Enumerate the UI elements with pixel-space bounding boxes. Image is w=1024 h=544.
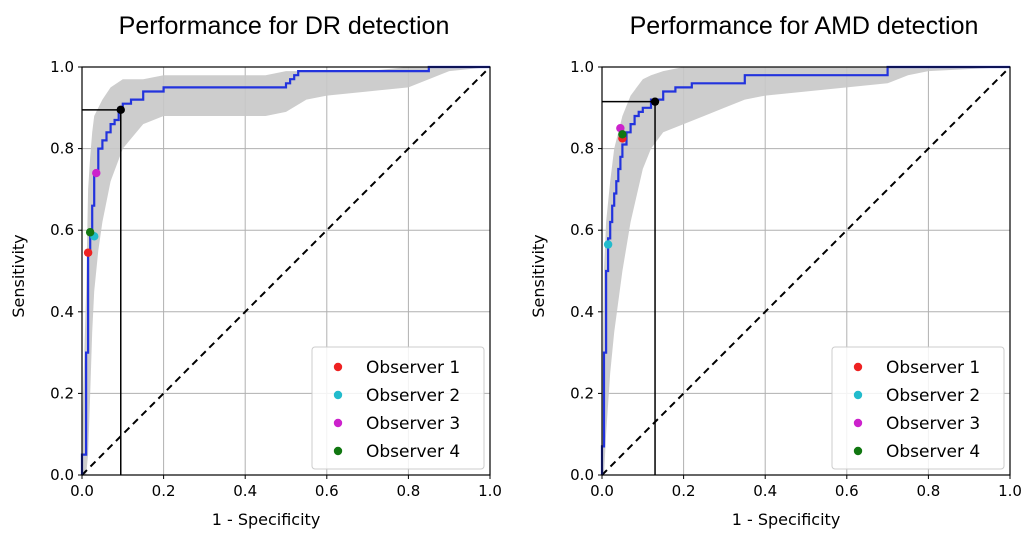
x-axis-label: 1 - Specificity [212,510,321,529]
y-tick-label: 0.6 [50,221,74,239]
y-tick-label: 0.2 [50,384,74,402]
y-tick-label: 1.0 [50,58,74,76]
legend-box [831,346,1005,470]
chance-diagonal-line [81,66,491,476]
observer-point-4 [85,228,95,237]
chart-panel-1: Performance for DR detection 0.0 0.2 0.4 0.6… [9,12,502,529]
chart-title: Performance for AMD detection [630,12,979,40]
y-tick-label: 0.6 [570,221,594,239]
y-axis-label: Sensitivity [529,234,548,317]
y-tick-label: 0.8 [50,140,74,158]
y-tick-label: 0.4 [50,303,74,321]
x-tick-label: 1.0 [998,482,1022,500]
operating-point-marker [650,97,660,106]
x-tick-label: 0.2 [672,482,696,500]
observer-point-1 [83,248,93,257]
legend-box [311,346,485,470]
x-tick-label: 0.8 [916,482,940,500]
legend-marker-4 [853,446,863,456]
y-tick-label: 1.0 [570,58,594,76]
y-tick-label: 0.0 [50,466,74,484]
x-tick-label: 0.6 [835,482,859,500]
legend-label-2: Observer 2 [886,386,980,406]
legend-label-4: Observer 4 [366,442,460,462]
x-tick-label: 0.0 [590,482,614,500]
legend-marker-1 [853,362,863,372]
x-tick-label: 0.4 [233,482,257,500]
legend-marker-1 [333,362,343,372]
legend-label-3: Observer 3 [886,414,980,434]
legend-marker-2 [333,390,343,400]
y-tick-label: 0.4 [570,303,594,321]
x-tick-label: 0.6 [315,482,339,500]
x-tick-label: 0.0 [70,482,94,500]
observer-point-4 [618,130,627,139]
legend-label-1: Observer 1 [886,358,980,378]
x-tick-label: 0.2 [152,482,176,500]
y-tick-label: 0.2 [570,384,594,402]
y-tick-label: 0.0 [570,466,594,484]
chance-diagonal-line [601,66,1011,476]
observer-point-3 [92,168,101,178]
y-tick-label: 0.8 [570,140,594,158]
x-tick-label: 1.0 [478,482,502,500]
legend-marker-4 [333,446,343,456]
operating-point-marker [116,105,125,115]
legend-label-2: Observer 2 [366,386,460,406]
legend-label-1: Observer 1 [366,358,460,378]
observer-point-2 [603,240,613,249]
x-tick-label: 0.4 [753,482,777,500]
legend-marker-3 [333,418,343,428]
plot-frame [81,66,491,476]
x-tick-label: 0.8 [396,482,420,500]
legend-marker-2 [853,390,863,400]
roc-curve [600,65,1010,475]
y-axis-label: Sensitivity [9,234,28,317]
x-axis-label: 1 - Specificity [732,510,841,529]
legend-marker-3 [853,418,863,428]
chart-title: Performance for DR detection [119,12,450,40]
legend-label-3: Observer 3 [366,414,460,434]
legend-label-4: Observer 4 [886,442,980,462]
plot-frame [601,66,1011,476]
chart-panel-2: Performance for AMD detection 0.0 0.2 0.4 0.… [529,12,1022,529]
